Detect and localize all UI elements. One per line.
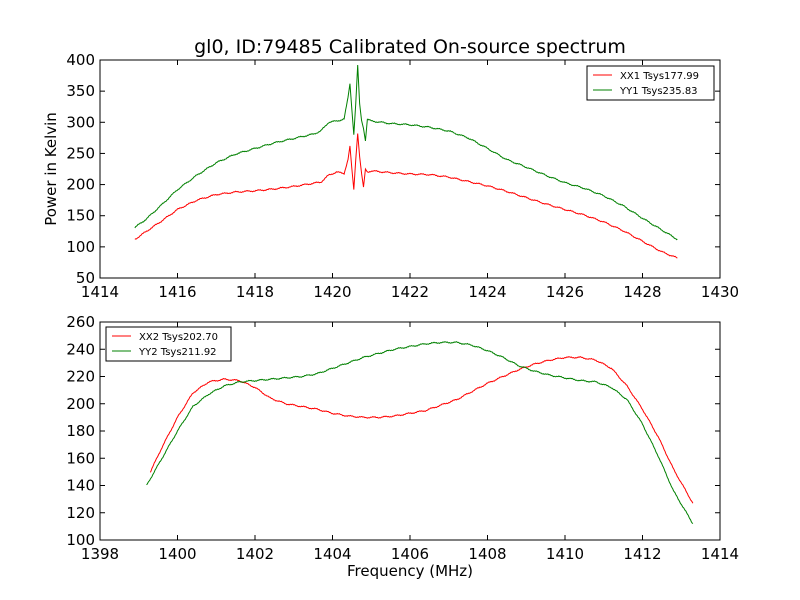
y-tick-label: 160 xyxy=(66,449,95,467)
chart-title: gl0, ID:79485 Calibrated On-source spect… xyxy=(194,36,626,58)
y-tick-label: 240 xyxy=(66,340,95,358)
series-line-yy2 xyxy=(146,341,694,525)
y-tick-label: 140 xyxy=(66,477,95,495)
y-tick-label: 120 xyxy=(66,504,95,522)
x-axis-label: Frequency (MHz) xyxy=(347,562,473,580)
x-tick-label: 1420 xyxy=(313,283,351,301)
x-tick-label: 1428 xyxy=(623,283,661,301)
legend-label: YY2 Tsys211.92 xyxy=(138,347,217,358)
x-tick-label: 1408 xyxy=(468,545,506,563)
x-tick-label: 1406 xyxy=(391,545,429,563)
y-tick-label: 300 xyxy=(66,113,95,131)
x-tick-label: 1414 xyxy=(81,283,119,301)
series-line-xx1 xyxy=(134,133,678,259)
x-tick-label: 1414 xyxy=(701,545,739,563)
y-tick-label: 100 xyxy=(66,238,95,256)
x-tick-label: 1430 xyxy=(701,283,739,301)
legend: XX1 Tsys177.99 YY1 Tsys235.83 xyxy=(586,65,715,101)
y-tick-label: 180 xyxy=(66,422,95,440)
y-tick-label: 50 xyxy=(76,269,95,287)
legend: XX2 Tsys202.70 YY2 Tsys211.92 xyxy=(105,326,232,362)
x-tick-label: 1398 xyxy=(81,545,119,563)
legend-box xyxy=(586,65,715,101)
y-tick-label: 220 xyxy=(66,368,95,386)
x-tick-label: 1404 xyxy=(313,545,351,563)
y-tick-label: 200 xyxy=(66,395,95,413)
y-tick-label: 200 xyxy=(66,176,95,194)
x-tick-label: 1426 xyxy=(546,283,584,301)
x-tick-label: 1400 xyxy=(158,545,196,563)
x-tick-label: 1424 xyxy=(468,283,506,301)
x-tick-label: 1422 xyxy=(391,283,429,301)
series-line-yy1 xyxy=(134,64,678,241)
plots-container: 1414 1416 1418 1420 1422 1424 1426 1428 1430 50 10… xyxy=(42,51,739,563)
legend-label: XX1 Tsys177.99 xyxy=(620,71,699,82)
x-tick-label: 1418 xyxy=(236,283,274,301)
y-tick-label: 350 xyxy=(66,82,95,100)
x-tick-label: 1412 xyxy=(623,545,661,563)
y-tick-label: 260 xyxy=(66,313,95,331)
plot-panel-1: 1414 1416 1418 1420 1422 1424 1426 1428 1430 50 10… xyxy=(42,51,739,301)
legend-box xyxy=(105,326,232,362)
legend-label: YY1 Tsys235.83 xyxy=(619,86,698,97)
y-tick-label: 250 xyxy=(66,144,95,162)
plot-panel-2: 1398 1400 1402 1404 1406 1408 1410 1412 1414 100 1… xyxy=(66,313,739,563)
y-tick-label: 100 xyxy=(66,531,95,549)
y-tick-label: 400 xyxy=(66,51,95,69)
y-tick-label: 150 xyxy=(66,207,95,225)
x-tick-label: 1402 xyxy=(236,545,274,563)
x-tick-label: 1416 xyxy=(158,283,196,301)
y-axis-label: Power in Kelvin xyxy=(42,112,60,226)
legend-label: XX2 Tsys202.70 xyxy=(139,332,218,343)
x-tick-label: 1410 xyxy=(546,545,584,563)
